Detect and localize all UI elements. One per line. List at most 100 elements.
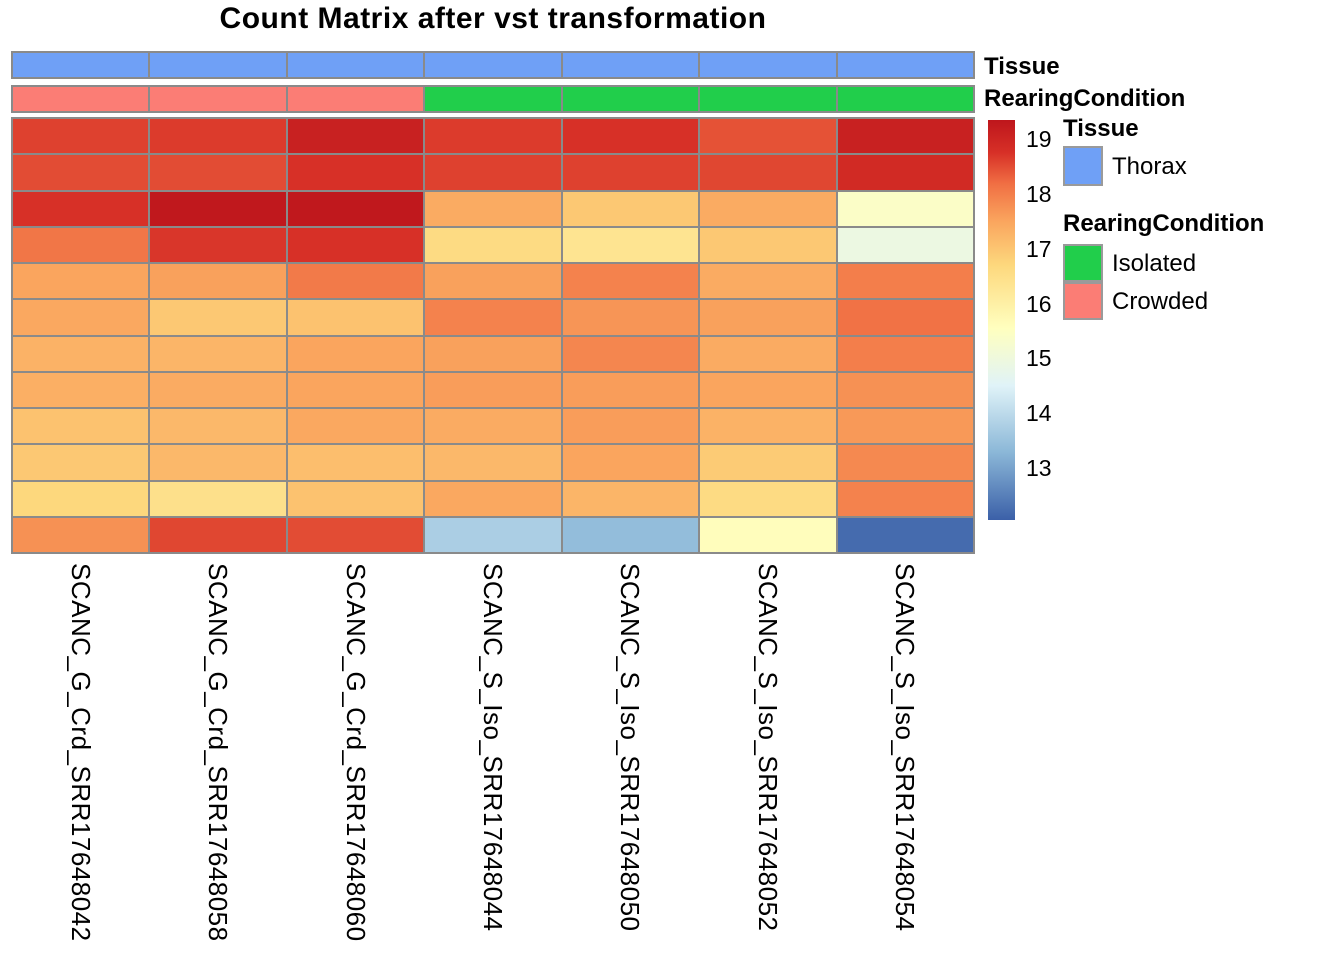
heatmap-cell <box>13 191 149 226</box>
heatmap-cell <box>425 227 561 262</box>
heatmap-grid <box>11 117 975 554</box>
heatmap-cell <box>13 227 149 262</box>
heatmap-cell <box>837 264 973 299</box>
rearing-annotation-cell <box>13 87 149 111</box>
rearing-annotation-cell <box>562 87 699 111</box>
heatmap-cell <box>13 336 149 371</box>
heatmap-cell <box>425 191 561 226</box>
heatmap-cell <box>562 119 699 154</box>
column-label: SCANC_S_Iso_SRR17648050 <box>615 563 646 932</box>
heatmap-cell <box>562 481 699 516</box>
heatmap-cell <box>425 119 561 154</box>
heatmap-cell <box>700 481 836 516</box>
column-label: SCANC_S_Iso_SRR17648054 <box>890 563 921 932</box>
heatmap-cell <box>425 409 561 444</box>
heatmap-cell <box>287 336 424 371</box>
heatmap-cell <box>700 409 836 444</box>
heatmap-cell <box>837 372 973 407</box>
heatmap-cell <box>562 409 699 444</box>
heatmap-cell <box>13 481 149 516</box>
tissue-annotation-cell <box>150 53 286 77</box>
heatmap-cell <box>562 155 699 190</box>
heatmap-cell <box>700 155 836 190</box>
heatmap-cell <box>700 227 836 262</box>
heatmap-cell <box>150 264 286 299</box>
heatmap-cell <box>425 336 561 371</box>
heatmap-cell <box>700 445 836 480</box>
column-label: SCANC_G_Crd_SRR17648060 <box>340 563 371 942</box>
color-scale-tick-label: 18 <box>1026 180 1052 207</box>
column-label: SCANC_S_Iso_SRR17648044 <box>478 563 508 932</box>
heatmap-cell <box>150 300 286 335</box>
heatmap-cell <box>562 517 699 552</box>
tissue-annotation-cell <box>425 53 561 77</box>
color-scale-tick-label: 16 <box>1026 290 1052 317</box>
color-scale-tick-label: 15 <box>1026 345 1052 372</box>
heatmap-cell <box>562 336 699 371</box>
heatmap-cell <box>13 372 149 407</box>
heatmap-cell <box>837 409 973 444</box>
heatmap-cell <box>700 191 836 226</box>
heatmap-cell <box>150 517 286 552</box>
heatmap-cell <box>562 227 699 262</box>
rearing-condition-annotation-bar <box>11 85 975 113</box>
heatmap-cell <box>13 264 149 299</box>
rearing-annotation-cell <box>700 87 836 111</box>
heatmap-cell <box>562 191 699 226</box>
heatmap-cell <box>287 227 424 262</box>
legend-thorax-swatch <box>1063 146 1103 186</box>
heatmap-cell <box>837 336 973 371</box>
legend-crowded-label: Crowded <box>1112 288 1209 315</box>
heatmap-cell <box>287 119 424 154</box>
heatmap-cell <box>837 227 973 262</box>
heatmap-cell <box>150 119 286 154</box>
heatmap-cell <box>150 481 286 516</box>
rearing-annotation-cell <box>837 87 973 111</box>
heatmap-cell <box>837 119 973 154</box>
color-scale-bar <box>988 120 1015 520</box>
legend-tissue-title: Tissue <box>1063 115 1139 142</box>
heatmap-cell <box>13 300 149 335</box>
heatmap-cell <box>13 409 149 444</box>
color-scale-tick-label: 13 <box>1026 454 1052 481</box>
heatmap-cell <box>13 445 149 480</box>
color-scale-tick-label: 14 <box>1026 400 1052 427</box>
tissue-annotation-cell <box>562 53 699 77</box>
heatmap-cell <box>700 517 836 552</box>
heatmap-cell <box>13 155 149 190</box>
legend-isolated-swatch <box>1063 244 1103 282</box>
heatmap-cell <box>150 445 286 480</box>
heatmap-cell <box>837 300 973 335</box>
heatmap-cell <box>425 445 561 480</box>
legend-crowded-swatch <box>1063 282 1103 320</box>
heatmap-cell <box>287 481 424 516</box>
tissue-annotation-cell <box>13 53 149 77</box>
tissue-annotation-cell <box>837 53 973 77</box>
heatmap-cell <box>562 372 699 407</box>
heatmap-cell <box>837 445 973 480</box>
heatmap-cell <box>287 445 424 480</box>
heatmap-cell <box>287 191 424 226</box>
heatmap-cell <box>150 227 286 262</box>
rearing-condition-annotation-label: RearingCondition <box>984 85 1186 112</box>
heatmap-cell <box>837 517 973 552</box>
plot-title: Count Matrix after vst transformation <box>219 2 767 35</box>
heatmap-cell <box>837 155 973 190</box>
heatmap-cell <box>425 372 561 407</box>
heatmap-cell <box>837 191 973 226</box>
legend-rearing-condition-title: RearingCondition <box>1063 210 1265 237</box>
color-scale-tick-label: 17 <box>1026 235 1052 262</box>
heatmap-cell <box>425 517 561 552</box>
heatmap-cell <box>150 336 286 371</box>
legend-isolated-label: Isolated <box>1112 250 1197 277</box>
heatmap-cell <box>150 155 286 190</box>
heatmap-cell <box>700 119 836 154</box>
color-scale-tick-label: 19 <box>1026 126 1052 153</box>
rearing-annotation-cell <box>425 87 561 111</box>
heatmap-cell <box>425 481 561 516</box>
rearing-annotation-cell <box>287 87 424 111</box>
heatmap-cell <box>562 264 699 299</box>
heatmap-cell <box>562 445 699 480</box>
heatmap-cell <box>150 409 286 444</box>
heatmap-cell <box>425 264 561 299</box>
